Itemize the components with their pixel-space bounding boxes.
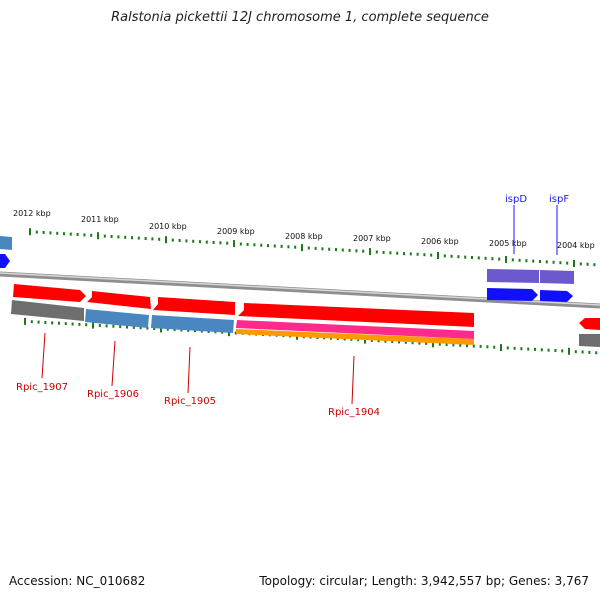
gene-label-ispf: ispF [549, 194, 569, 205]
edge-feature-blue-left [0, 236, 12, 250]
kbp-label-group: 2012 kbp 2011 kbp 2010 kbp 2009 kbp 2008 kbp… [13, 209, 595, 250]
cds-rpic-1904-upper [238, 303, 474, 327]
cds-rpic-1907-upper [13, 284, 86, 302]
gene-rpic-1907-lower [11, 300, 84, 321]
map-title: Ralstonia pickettii 12J chromosome 1, co… [111, 10, 489, 25]
topology-text: Topology: circular; Length: 3,942,557 bp… [259, 574, 589, 588]
leader-rpic-1906 [111, 340, 116, 387]
gene-rpic-1904-orange [236, 329, 474, 345]
gene-label-rpic-1904: Rpic_1904 [328, 407, 380, 418]
gene-rpic-1905-lower [151, 315, 234, 333]
kbp-label: 2010 kbp [149, 222, 187, 231]
leader-rpic-1905 [187, 346, 191, 394]
gene-rpic-1906-lower [85, 309, 149, 328]
cds-rpic-1906-upper [87, 291, 151, 309]
gene-rpic-1904-pink [236, 320, 474, 339]
gene-label-ispd: ispD [505, 194, 527, 205]
edge-feature-arrow-right [579, 318, 600, 330]
cds-ispd [487, 288, 538, 301]
upper-tick-track [29, 228, 596, 267]
kbp-label: 2008 kbp [285, 232, 323, 241]
gene-label-rpic-1907: Rpic_1907 [16, 382, 68, 393]
kbp-label: 2006 kbp [421, 237, 459, 246]
kbp-label: 2011 kbp [81, 215, 119, 224]
kbp-label: 2005 kbp [489, 239, 527, 248]
gene-ispd-purple [487, 269, 539, 283]
edge-feature-grey-right [579, 334, 600, 347]
leader-rpic-1907 [41, 332, 46, 379]
gene-label-rpic-1906: Rpic_1906 [87, 389, 139, 400]
edge-feature-arrow-left [0, 254, 10, 268]
chromosome-backbone [0, 271, 600, 309]
kbp-label: 2012 kbp [13, 209, 51, 218]
gene-ispf-purple [540, 270, 574, 284]
cds-ispf [540, 290, 573, 302]
gene-label-rpic-1905: Rpic_1905 [164, 396, 216, 407]
kbp-label: 2007 kbp [353, 234, 391, 243]
leader-rpic-1904 [351, 355, 355, 405]
accession-text: Accession: NC_010682 [9, 574, 146, 588]
cds-rpic-1905-upper [153, 297, 235, 315]
kbp-label: 2009 kbp [217, 227, 255, 236]
kbp-label: 2004 kbp [557, 241, 595, 250]
